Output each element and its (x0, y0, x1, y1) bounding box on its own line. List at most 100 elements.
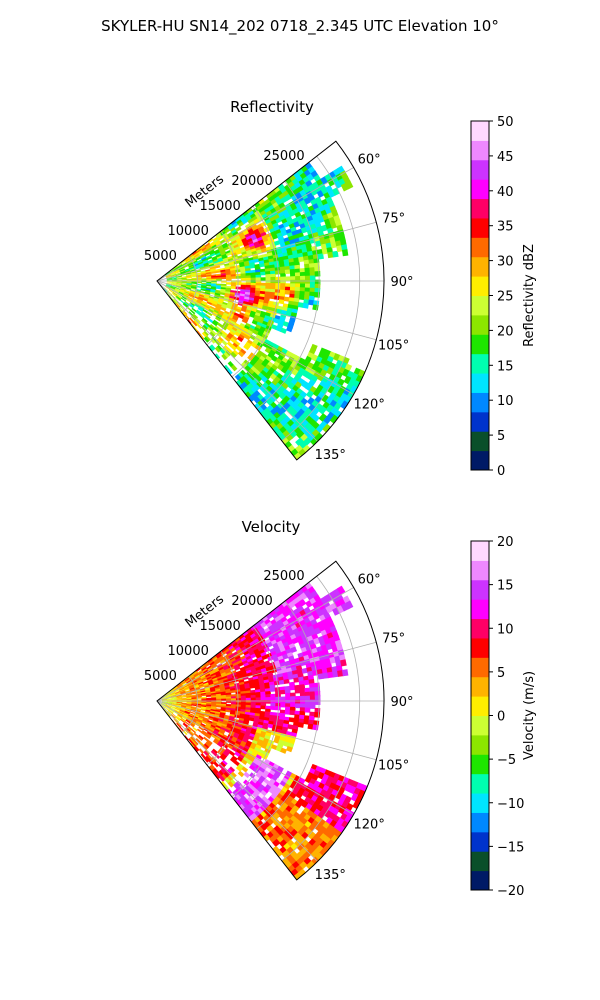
radar-gate (180, 260, 186, 265)
radar-gate (212, 257, 219, 262)
radar-gate (235, 657, 243, 663)
colorbar-tick-label: −20 (497, 884, 524, 899)
radar-gate (188, 713, 195, 718)
radar-gate (186, 705, 192, 708)
radar-gate (221, 735, 228, 741)
radar-gate (171, 703, 178, 705)
radar-gate (177, 264, 183, 269)
colorbar-segment (471, 237, 489, 258)
radar-gate (176, 695, 182, 698)
radar-gate (170, 285, 177, 289)
radar-gate (254, 650, 262, 657)
radar-gate (234, 714, 241, 719)
radar-gate (189, 292, 195, 296)
radar-gate (198, 715, 205, 719)
radar-gate (211, 655, 218, 661)
radar-gate (265, 325, 272, 332)
radar-gate (223, 645, 230, 652)
radar-gate (169, 288, 175, 293)
radar-gate (230, 670, 237, 675)
radar-gate (217, 664, 224, 670)
radar-gate (240, 275, 247, 279)
radar-gate (208, 717, 215, 721)
radar-gate (176, 294, 183, 299)
radar-gate (166, 697, 173, 700)
radar-gate (202, 744, 208, 751)
radar-gate (296, 842, 306, 852)
radar-gate (260, 323, 268, 330)
radar-gate (290, 646, 298, 653)
radar-gate (211, 721, 218, 726)
radar-gate (205, 303, 212, 309)
radar-gate (219, 658, 226, 664)
radar-gate (208, 263, 215, 267)
radar-gate (179, 710, 186, 714)
colorbar-tick-label: −5 (497, 753, 516, 768)
radar-gate (181, 285, 187, 289)
radar-gate (201, 720, 208, 725)
radar-gate (259, 228, 266, 235)
radar-gate (169, 708, 175, 713)
radar-gate (173, 267, 179, 271)
radar-gate (188, 293, 195, 297)
radar-gate (270, 696, 277, 701)
radar-gate (225, 649, 232, 656)
radar-gate (272, 812, 281, 820)
radar-gate (229, 247, 236, 253)
radar-gate (165, 705, 171, 708)
radar-gate (265, 691, 271, 696)
radar-gate (201, 319, 207, 325)
radar-gate (215, 705, 222, 708)
radar-gate (198, 748, 205, 754)
radar-gate (164, 706, 170, 711)
radar-gate (321, 247, 329, 255)
radar-gate (248, 662, 256, 668)
radar-gate (209, 344, 216, 351)
radar-gate (183, 684, 189, 689)
radar-gate (235, 740, 242, 746)
radar-gate (275, 808, 284, 817)
colorbar-segment (471, 373, 489, 393)
azimuth-radial (156, 587, 354, 702)
radar-gate (188, 294, 194, 299)
radar-gate (214, 294, 221, 298)
radar-gate (317, 673, 324, 680)
radar-gate (245, 322, 252, 329)
radar-gate (304, 383, 313, 392)
radar-gate (170, 706, 177, 709)
radar-gate (255, 754, 263, 761)
radar-gate (194, 319, 200, 325)
colorbar-segment (471, 579, 489, 600)
radar-gate (186, 284, 192, 287)
radar-gate (170, 286, 177, 289)
radar-gate (178, 687, 185, 691)
colorbar-segment (471, 773, 489, 794)
radar-gate (274, 690, 281, 695)
radar-gate (214, 670, 221, 675)
radar-gate (218, 730, 225, 735)
radar-gate (168, 710, 173, 715)
radar-gate (201, 258, 208, 263)
radar-gate (214, 353, 221, 360)
radar-gate (181, 284, 187, 287)
radar-gate (213, 327, 220, 333)
radar-gate (160, 704, 166, 708)
radar-gate (181, 701, 188, 703)
radar-gate (278, 805, 286, 814)
radar-gate (207, 300, 214, 304)
radar-gate (161, 696, 167, 700)
radar-gate (172, 713, 177, 718)
radar-gate (175, 303, 181, 309)
radar-gate (198, 295, 205, 299)
radar-gate (171, 277, 178, 280)
radar-gate (183, 302, 189, 307)
radar-gate (257, 226, 265, 232)
radar-gate (177, 294, 183, 299)
range-ring (206, 650, 239, 766)
radar-gate (210, 289, 217, 292)
range-ring (181, 675, 198, 734)
range-ring (281, 575, 361, 862)
radar-gate (190, 691, 197, 694)
radar-gate (306, 396, 316, 406)
radar-gate (170, 286, 176, 290)
